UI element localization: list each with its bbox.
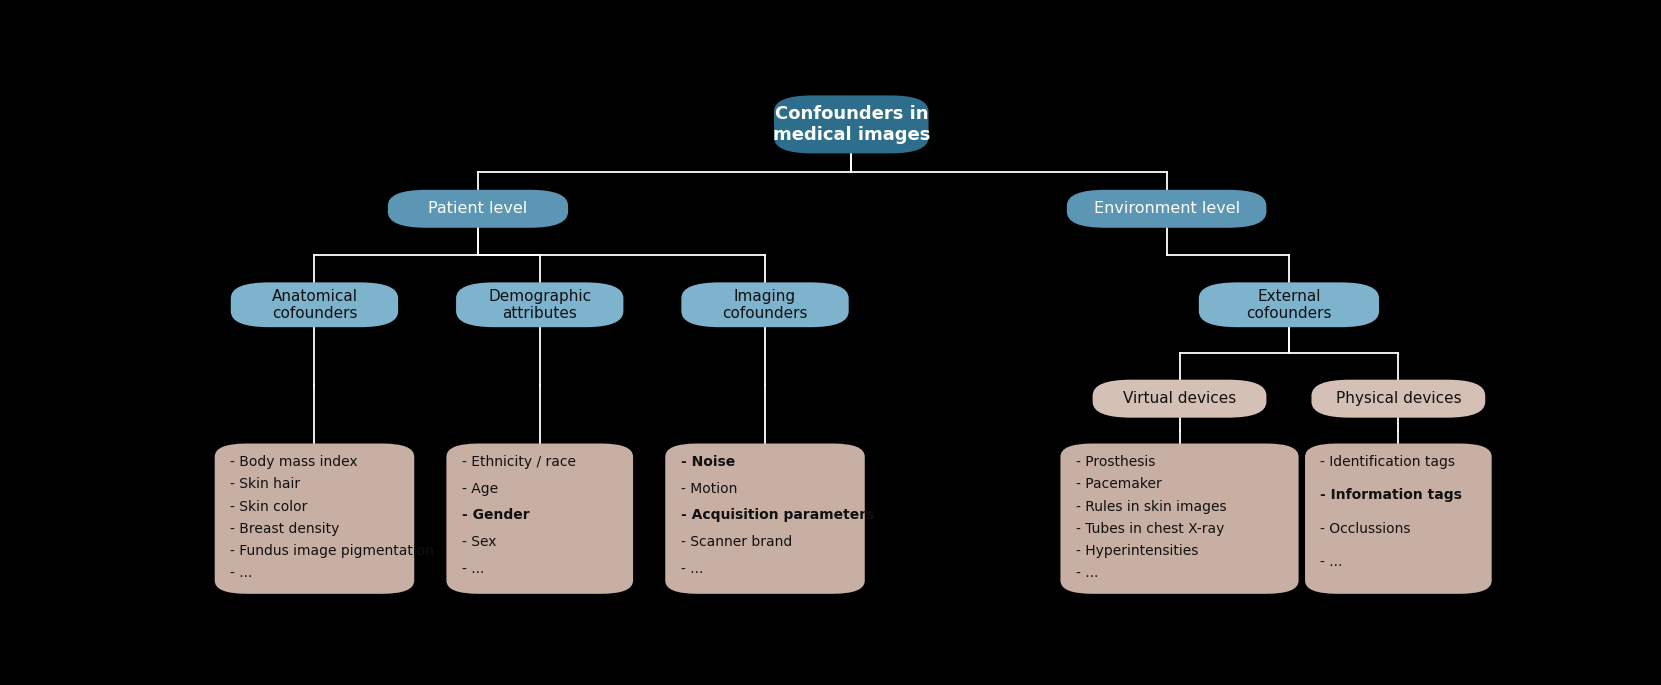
- FancyBboxPatch shape: [681, 282, 849, 327]
- Text: - Identification tags: - Identification tags: [1320, 455, 1455, 469]
- Text: - Noise: - Noise: [681, 455, 734, 469]
- Text: - Occlussions: - Occlussions: [1320, 522, 1410, 536]
- FancyBboxPatch shape: [1306, 443, 1492, 594]
- Text: - Information tags: - Information tags: [1320, 488, 1462, 503]
- FancyBboxPatch shape: [214, 443, 414, 594]
- Text: - Breast density: - Breast density: [231, 522, 339, 536]
- Text: - Skin hair: - Skin hair: [231, 477, 301, 491]
- Text: Virtual devices: Virtual devices: [1123, 391, 1236, 406]
- Text: - Fundus image pigmentation: - Fundus image pigmentation: [231, 544, 434, 558]
- Text: Imaging
cofounders: Imaging cofounders: [723, 288, 807, 321]
- FancyBboxPatch shape: [1199, 282, 1379, 327]
- FancyBboxPatch shape: [231, 282, 399, 327]
- FancyBboxPatch shape: [1060, 443, 1299, 594]
- Text: - Ethnicity / race: - Ethnicity / race: [462, 455, 576, 469]
- FancyBboxPatch shape: [666, 443, 865, 594]
- Text: Demographic
attributes: Demographic attributes: [488, 288, 591, 321]
- Text: - Hyperintensities: - Hyperintensities: [1076, 544, 1198, 558]
- Text: - Tubes in chest X-ray: - Tubes in chest X-ray: [1076, 522, 1224, 536]
- Text: - Age: - Age: [462, 482, 498, 496]
- FancyBboxPatch shape: [774, 95, 928, 153]
- FancyBboxPatch shape: [1093, 379, 1266, 418]
- FancyBboxPatch shape: [457, 282, 623, 327]
- FancyBboxPatch shape: [1066, 190, 1266, 228]
- Text: - Gender: - Gender: [462, 508, 530, 523]
- Text: - ...: - ...: [681, 562, 703, 576]
- Text: - Motion: - Motion: [681, 482, 737, 496]
- Text: Anatomical
cofounders: Anatomical cofounders: [271, 288, 357, 321]
- Text: - ...: - ...: [462, 562, 485, 576]
- Text: - Skin color: - Skin color: [231, 499, 307, 514]
- Text: - ...: - ...: [1076, 566, 1098, 580]
- FancyBboxPatch shape: [447, 443, 633, 594]
- Text: Environment level: Environment level: [1093, 201, 1239, 216]
- Text: - Scanner brand: - Scanner brand: [681, 535, 792, 549]
- Text: Patient level: Patient level: [429, 201, 528, 216]
- Text: Physical devices: Physical devices: [1335, 391, 1462, 406]
- Text: External
cofounders: External cofounders: [1246, 288, 1332, 321]
- Text: - Prosthesis: - Prosthesis: [1076, 455, 1156, 469]
- Text: - Pacemaker: - Pacemaker: [1076, 477, 1161, 491]
- Text: - Acquisition parameters: - Acquisition parameters: [681, 508, 874, 523]
- FancyBboxPatch shape: [1312, 379, 1485, 418]
- Text: - Sex: - Sex: [462, 535, 497, 549]
- Text: - ...: - ...: [1320, 555, 1342, 569]
- FancyBboxPatch shape: [389, 190, 568, 228]
- Text: - ...: - ...: [231, 566, 252, 580]
- Text: Confounders in
medical images: Confounders in medical images: [772, 105, 930, 144]
- Text: - Rules in skin images: - Rules in skin images: [1076, 499, 1226, 514]
- Text: - Body mass index: - Body mass index: [231, 455, 357, 469]
